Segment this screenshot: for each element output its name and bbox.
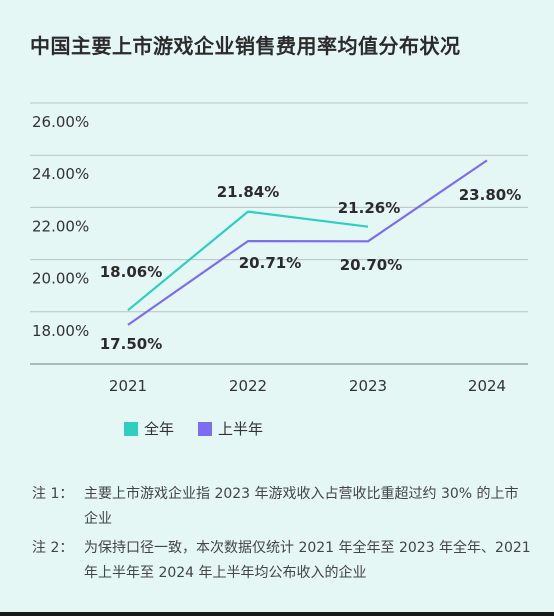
legend-swatch-full-year: [124, 421, 138, 436]
x-tick-label: 2022: [229, 377, 267, 395]
note-1-label: 注 1：: [32, 486, 74, 502]
note-1-text: 主要上市游戏企业指 2023 年游戏收入占营收比重超过约 30% 的上市企业: [84, 486, 519, 527]
notes: 注 1： 主要上市游戏企业指 2023 年游戏收入占营收比重超过约 30% 的上…: [32, 482, 532, 590]
data-label: 20.70%: [340, 256, 402, 274]
data-label: 20.71%: [239, 254, 301, 272]
note-2: 注 2： 为保持口径一致，本次数据仅统计 2021 年全年至 2023 年全年、…: [32, 536, 532, 586]
bottom-border: [0, 612, 554, 616]
line-chart: 18.00% 20.00% 22.00% 24.00% 26.00% 2021 2022 20…: [30, 102, 528, 395]
note-1: 注 1： 主要上市游戏企业指 2023 年游戏收入占营收比重超过约 30% 的上…: [32, 482, 532, 532]
data-label: 23.80%: [459, 186, 521, 204]
y-tick-label: 22.00%: [32, 217, 89, 235]
legend-label-half-year: 上半年: [218, 420, 264, 438]
legend-swatch-half-year: [198, 421, 213, 436]
data-label: 21.84%: [217, 183, 279, 201]
legend: 全年 上半年: [124, 418, 263, 439]
series-line-0: [127, 210, 369, 312]
x-tick-label: 2024: [468, 377, 506, 395]
note-2-label: 注 2：: [32, 540, 74, 556]
legend-item-half-year: 上半年: [198, 418, 263, 439]
x-tick-label: 2023: [349, 377, 387, 395]
x-tick-label: 2021: [109, 377, 147, 395]
y-tick-label: 18.00%: [32, 322, 89, 340]
y-tick-label: 20.00%: [32, 270, 89, 288]
legend-label-full-year: 全年: [144, 420, 175, 438]
series-line-1: [127, 159, 488, 326]
data-label: 17.50%: [100, 335, 162, 353]
data-label: 18.06%: [100, 263, 162, 281]
y-tick-label: 24.00%: [32, 165, 89, 183]
data-label: 21.26%: [338, 199, 400, 217]
y-tick-label: 26.00%: [32, 113, 89, 131]
chart-title: 中国主要上市游戏企业销售费用率均值分布状况: [30, 34, 461, 58]
legend-item-full-year: 全年: [124, 418, 174, 439]
note-2-text: 为保持口径一致，本次数据仅统计 2021 年全年至 2023 年全年、2021 …: [84, 540, 531, 581]
